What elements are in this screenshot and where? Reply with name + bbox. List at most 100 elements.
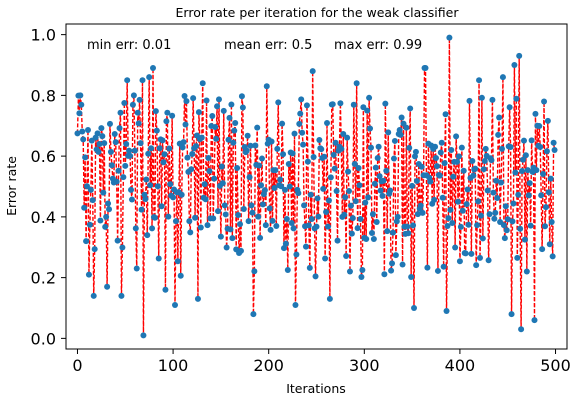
data-point bbox=[324, 120, 330, 126]
data-point bbox=[479, 95, 485, 101]
data-point bbox=[547, 241, 553, 247]
data-point bbox=[476, 77, 482, 83]
data-point bbox=[322, 255, 328, 261]
data-point bbox=[97, 218, 103, 224]
data-point bbox=[218, 234, 224, 240]
data-point bbox=[481, 166, 487, 172]
data-point bbox=[300, 142, 306, 148]
data-point bbox=[150, 65, 156, 71]
data-point bbox=[487, 211, 493, 217]
data-point bbox=[285, 267, 291, 273]
data-point bbox=[532, 111, 538, 117]
data-point bbox=[80, 136, 86, 142]
data-point bbox=[540, 171, 546, 177]
data-point bbox=[248, 202, 254, 208]
x-tick-label: 400 bbox=[445, 356, 476, 375]
data-point bbox=[183, 98, 189, 104]
data-point bbox=[250, 311, 256, 317]
data-point bbox=[162, 287, 168, 293]
data-point bbox=[359, 267, 365, 273]
data-point bbox=[82, 154, 88, 160]
data-point bbox=[528, 223, 534, 229]
data-point bbox=[434, 163, 440, 169]
data-point bbox=[183, 122, 189, 128]
data-point bbox=[475, 198, 481, 204]
data-point bbox=[200, 80, 206, 86]
data-point bbox=[260, 201, 266, 207]
data-point bbox=[118, 293, 124, 299]
data-point bbox=[235, 212, 241, 218]
data-point bbox=[214, 103, 220, 109]
data-point bbox=[221, 108, 227, 114]
data-point bbox=[195, 296, 201, 302]
data-point bbox=[220, 180, 226, 186]
data-point bbox=[311, 154, 317, 160]
data-point bbox=[287, 184, 293, 190]
data-point bbox=[301, 202, 307, 208]
data-point bbox=[100, 190, 106, 196]
data-point bbox=[149, 225, 155, 231]
data-point bbox=[369, 230, 375, 236]
data-point bbox=[131, 92, 137, 98]
data-point bbox=[142, 196, 148, 202]
data-point bbox=[133, 225, 139, 231]
data-point bbox=[524, 269, 530, 275]
data-point bbox=[172, 302, 178, 308]
data-point bbox=[372, 181, 378, 187]
y-tick-label: 0.8 bbox=[31, 86, 56, 105]
data-point bbox=[541, 98, 547, 104]
data-point bbox=[255, 214, 261, 220]
data-point bbox=[283, 241, 289, 247]
data-point bbox=[179, 192, 185, 198]
data-point bbox=[331, 152, 337, 158]
data-point bbox=[406, 145, 412, 151]
data-point bbox=[515, 192, 521, 198]
data-point bbox=[104, 284, 110, 290]
data-point bbox=[510, 218, 516, 224]
series-layer bbox=[74, 35, 557, 339]
data-point bbox=[486, 257, 492, 263]
data-point bbox=[335, 238, 341, 244]
data-point bbox=[254, 125, 260, 131]
data-point bbox=[545, 118, 551, 124]
data-point bbox=[297, 111, 303, 117]
data-point bbox=[205, 155, 211, 161]
data-point bbox=[551, 140, 557, 146]
data-point bbox=[364, 108, 370, 114]
data-point bbox=[362, 200, 368, 206]
data-point bbox=[192, 215, 198, 221]
data-point bbox=[231, 128, 237, 134]
data-point bbox=[375, 155, 381, 161]
data-point bbox=[122, 163, 128, 169]
data-point bbox=[152, 215, 158, 221]
data-point bbox=[244, 148, 250, 154]
data-point bbox=[180, 144, 186, 150]
data-point bbox=[351, 102, 357, 108]
data-point bbox=[262, 187, 268, 193]
data-point bbox=[371, 236, 377, 242]
y-tick-label: 1.0 bbox=[31, 26, 56, 45]
data-point bbox=[499, 146, 505, 152]
data-point bbox=[259, 156, 265, 162]
data-point bbox=[508, 144, 514, 150]
data-point bbox=[452, 245, 458, 251]
data-point bbox=[455, 199, 461, 205]
data-point bbox=[410, 222, 416, 228]
data-point bbox=[98, 125, 104, 131]
data-point bbox=[169, 113, 175, 119]
data-point bbox=[518, 326, 524, 332]
data-point bbox=[305, 159, 311, 165]
data-point bbox=[290, 150, 296, 156]
data-point bbox=[470, 173, 476, 179]
data-point bbox=[240, 105, 246, 111]
data-point bbox=[232, 120, 238, 126]
data-point bbox=[384, 228, 390, 234]
data-point bbox=[211, 176, 217, 182]
data-point bbox=[155, 183, 161, 189]
data-point bbox=[215, 208, 221, 214]
data-point bbox=[224, 245, 230, 251]
data-point bbox=[357, 182, 363, 188]
data-point bbox=[274, 146, 280, 152]
data-point bbox=[326, 197, 332, 203]
data-point bbox=[173, 218, 179, 224]
